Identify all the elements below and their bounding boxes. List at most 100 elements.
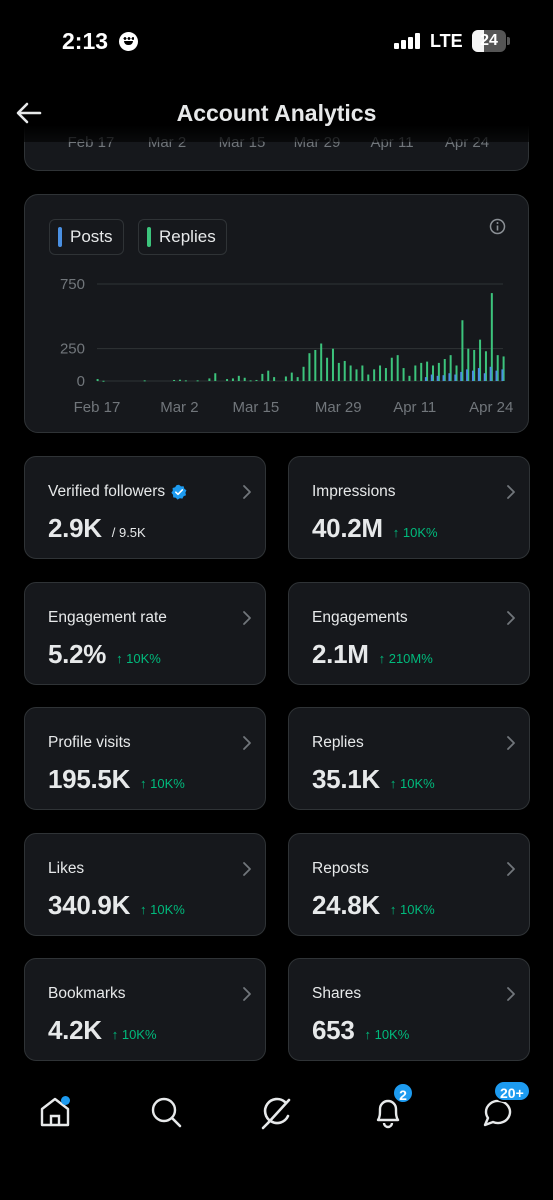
replies-bar xyxy=(273,377,276,381)
stat-value-text: 340.9K xyxy=(48,889,131,920)
home-icon xyxy=(40,1097,70,1127)
network-type: LTE xyxy=(430,31,463,51)
nav-search[interactable] xyxy=(148,1094,184,1130)
stat-label-text: Bookmarks xyxy=(48,985,126,1002)
x-tick-label: Apr 11 xyxy=(393,399,436,416)
posts-bar xyxy=(477,368,480,381)
x-tick-label: Mar 15 xyxy=(233,399,280,416)
replies-bar xyxy=(437,362,440,381)
stat-card-engagement-rate[interactable]: Engagement rate 5.2% ↑ 10K% xyxy=(24,581,266,685)
posts-bar xyxy=(471,370,474,381)
stat-label: Engagement rate xyxy=(48,609,167,627)
replies-bar xyxy=(302,366,305,381)
chevron-right-icon xyxy=(243,610,251,625)
replies-bar xyxy=(173,379,176,381)
stat-card-likes[interactable]: Likes 340.9K ↑ 10K% xyxy=(24,832,266,936)
status-bar: 2:13 LTE 24 xyxy=(0,0,553,80)
stat-label-text: Shares xyxy=(312,985,362,1002)
posts-bar xyxy=(436,375,439,381)
replies-bar xyxy=(502,356,505,381)
posts-bar xyxy=(466,369,469,381)
home-unread-dot xyxy=(61,1096,70,1105)
chevron-right-icon xyxy=(243,736,251,750)
search-icon xyxy=(151,1097,182,1128)
replies-bar xyxy=(420,362,423,381)
nav-messages[interactable]: 20+ xyxy=(480,1080,531,1130)
replies-bar xyxy=(479,339,482,381)
info-icon[interactable] xyxy=(489,218,506,235)
back-button[interactable] xyxy=(14,98,44,128)
message-bubble-icon xyxy=(483,1099,512,1127)
stat-change: ↑ 10K% xyxy=(140,776,185,791)
replies-swatch xyxy=(147,227,151,247)
replies-bar xyxy=(373,369,376,381)
replies-bar xyxy=(467,348,470,381)
replies-bar xyxy=(255,379,258,381)
nav-grok[interactable] xyxy=(259,1094,295,1130)
nav-notifications[interactable]: 2 xyxy=(370,1082,414,1130)
stat-value: 35.1K ↑ 10K% xyxy=(312,764,435,795)
stat-card-engagements[interactable]: Engagements 2.1M ↑ 210M% xyxy=(288,581,530,685)
legend-posts-toggle[interactable]: Posts xyxy=(49,219,124,255)
stat-label: Replies xyxy=(312,734,364,752)
stat-value-text: 35.1K xyxy=(312,764,380,794)
arrow-left-icon xyxy=(16,102,42,124)
stat-change: ↑ 10K% xyxy=(392,525,438,540)
replies-bar xyxy=(178,379,181,381)
stat-value-text: 40.2M xyxy=(312,513,383,543)
stat-label: Engagements xyxy=(312,609,408,627)
stat-card-impressions[interactable]: Impressions 40.2M ↑ 10K% xyxy=(288,456,530,559)
replies-bar xyxy=(296,377,299,381)
replies-bar xyxy=(226,379,229,381)
status-time: 2:13 xyxy=(62,28,109,54)
replies-bar xyxy=(379,365,382,381)
signal-strength-icon xyxy=(394,33,420,49)
posts-bar xyxy=(442,375,445,381)
stat-card-bookmarks[interactable]: Bookmarks 4.2K ↑ 10K% xyxy=(24,958,266,1061)
stat-label-text: Likes xyxy=(48,859,85,877)
legend-replies-toggle[interactable]: Replies xyxy=(138,219,227,255)
stat-change: ↑ 10K% xyxy=(389,901,435,917)
replies-bar xyxy=(355,369,358,381)
replies-bar xyxy=(326,357,329,381)
messages-badge: 20+ xyxy=(493,1080,531,1102)
replies-bar xyxy=(337,362,340,381)
bell-icon xyxy=(376,1099,400,1129)
chevron-right-icon xyxy=(243,987,251,1001)
replies-bar xyxy=(431,365,434,381)
battery-level: 24 xyxy=(480,32,498,49)
replies-bar xyxy=(384,368,387,381)
replies-bar xyxy=(473,349,476,381)
stat-card-shares[interactable]: Shares 653 ↑ 10K% xyxy=(288,958,530,1061)
posts-bar xyxy=(501,369,504,381)
stat-value: 4.2K ↑ 10K% xyxy=(48,1015,157,1046)
stat-label: Reposts xyxy=(312,860,369,878)
stat-label: Likes xyxy=(48,860,84,878)
stat-value-text: 2.9K xyxy=(48,513,102,543)
replies-bar xyxy=(361,365,364,381)
focus-smiley-icon xyxy=(119,32,138,51)
activity-chart-card: Posts Replies 0 250 750 Feb 17 Mar 2 Mar 15 Ma… xyxy=(24,194,529,433)
replies-bar xyxy=(402,368,405,381)
replies-bar xyxy=(102,380,105,382)
replies-bar xyxy=(249,380,252,382)
posts-bar xyxy=(454,374,457,381)
stat-card-profile-visits[interactable]: Profile visits 195.5K ↑ 10K% xyxy=(24,707,266,810)
stat-label-text: Replies xyxy=(312,734,364,751)
chevron-right-icon xyxy=(507,987,515,1001)
replies-bar xyxy=(390,357,393,381)
x-tick-label: Apr 24 xyxy=(469,399,513,416)
replies-bar xyxy=(449,355,452,381)
nav-home[interactable] xyxy=(37,1094,73,1130)
stat-card-reposts[interactable]: Reposts 24.8K ↑ 10K% xyxy=(288,832,530,936)
replies-bar xyxy=(284,376,287,381)
stat-value: 2.9K / 9.5K xyxy=(48,513,146,544)
stat-card-replies[interactable]: Replies 35.1K ↑ 10K% xyxy=(288,707,530,810)
stat-card-verified-followers[interactable]: Verified followers 2.9K / 9.5K xyxy=(24,456,266,559)
replies-bar xyxy=(231,378,234,381)
stat-change: ↑ 10K% xyxy=(140,901,185,917)
replies-bar xyxy=(367,374,370,381)
replies-bar xyxy=(261,373,264,381)
grok-icon xyxy=(261,1097,291,1130)
stat-change: ↑ 210M% xyxy=(378,650,433,666)
